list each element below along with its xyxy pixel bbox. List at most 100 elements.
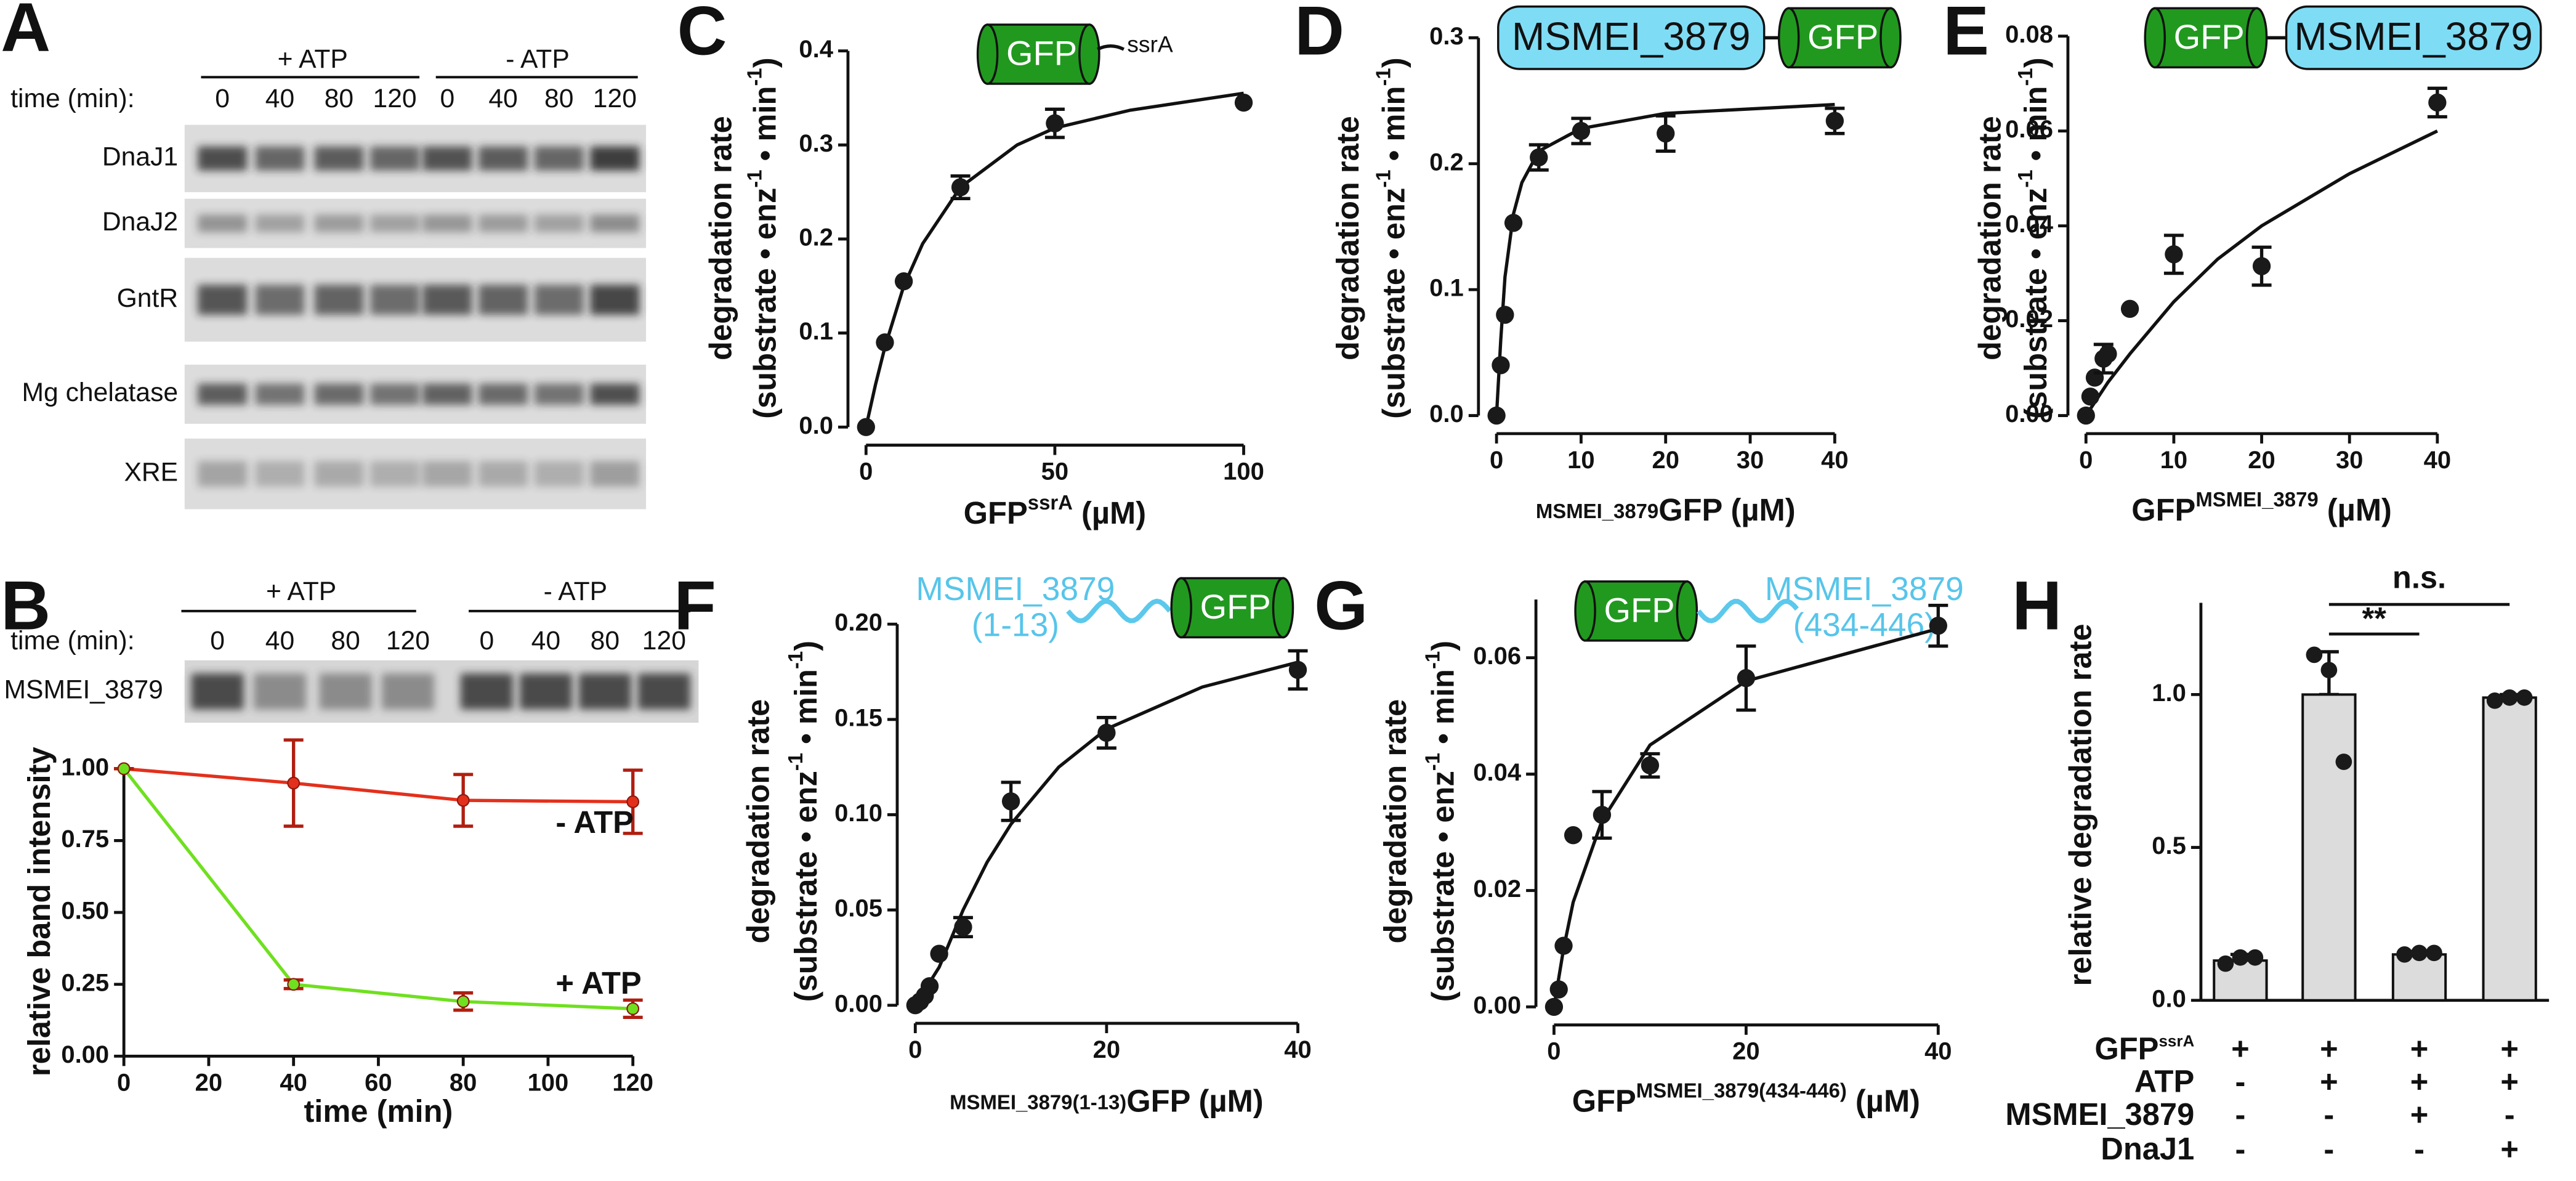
data-point	[951, 178, 970, 197]
condition-label: - ATP	[506, 44, 569, 74]
label-part: (substrate • enz	[2018, 188, 2053, 419]
replicate-point	[2411, 944, 2428, 962]
construct-label: (434-446)	[1793, 607, 1936, 644]
label-part: GFP (µM)	[1658, 492, 1795, 527]
panel-letter: G	[1314, 567, 1368, 644]
gel-band	[590, 461, 640, 487]
data-point	[1549, 980, 1568, 999]
gel-band	[198, 383, 248, 405]
label-part: (µM)	[2319, 492, 2392, 527]
label-part: degradation rate	[703, 116, 738, 360]
time-value: 0	[215, 84, 230, 113]
y-tick-label: 0.04	[2005, 211, 2054, 238]
condition-sign: +	[2410, 1064, 2429, 1099]
gfp-cylinder-end	[2144, 7, 2166, 69]
time-value: 40	[265, 626, 294, 655]
y-tick-label: 0.05	[834, 895, 882, 922]
y-axis-label: degradation rate	[1378, 699, 1413, 944]
gel-row-label: GntR	[117, 283, 179, 313]
data-point	[1572, 121, 1591, 140]
label-part: • min	[1426, 669, 1461, 753]
gel-band	[590, 383, 640, 405]
label-part: ssrA	[2158, 1031, 2194, 1050]
y-axis-label: (substrate • enz-1 • min-1)	[2014, 57, 2053, 418]
condition-sign: +	[2410, 1031, 2429, 1066]
condition-sign: +	[2231, 1031, 2250, 1066]
gel-band	[534, 214, 584, 233]
y-tick-label: 1.00	[61, 753, 109, 781]
gel-band	[478, 146, 528, 171]
label-part: (substrate • enz	[748, 188, 783, 419]
gel-band	[253, 673, 307, 710]
data-point	[1530, 148, 1548, 167]
gel-band	[422, 285, 472, 315]
bar	[2482, 696, 2537, 1002]
gel-band	[314, 461, 364, 487]
y-axis-label: (substrate • enz-1 • min-1)	[1421, 641, 1461, 1002]
condition-sign: +	[2500, 1031, 2519, 1066]
label-part: -1	[743, 68, 766, 86]
gel-band	[478, 214, 528, 233]
marker	[117, 762, 131, 776]
label: MSMEI_3879	[2005, 1097, 2194, 1132]
label-part: • min	[1376, 86, 1411, 170]
y-tick-label: 0.2	[799, 224, 833, 251]
label-part: • min	[788, 669, 823, 753]
data-point	[857, 418, 875, 436]
gel-row-label: Mg chelatase	[22, 378, 179, 407]
condition-sign: -	[2235, 1064, 2245, 1099]
condition-sign: +	[2320, 1064, 2338, 1099]
gfp-cylinder-end	[1078, 23, 1100, 85]
x-axis-label: GFPMSMEI_3879 (µM)	[2131, 488, 2392, 527]
x-tick-label: 100	[528, 1069, 569, 1096]
x-tick-label: 50	[1041, 458, 1068, 485]
x-tick-label: 20	[1093, 1036, 1120, 1063]
data-point	[876, 333, 894, 352]
time-value: 80	[591, 626, 620, 655]
label-part: (substrate • enz	[1426, 771, 1461, 1002]
y-tick-label: 0.00	[834, 990, 882, 1017]
gel-band	[534, 383, 584, 405]
ssra-tail	[1097, 44, 1125, 51]
data-point	[1657, 124, 1675, 143]
gel-row-label: DnaJ1	[102, 142, 178, 172]
y-tick-label: 0.4	[799, 36, 833, 63]
gel-band	[590, 285, 640, 315]
x-axis-label: time (min)	[304, 1094, 453, 1129]
label-part: (µM)	[1073, 496, 1146, 531]
x-tick-label: 20	[195, 1069, 222, 1096]
marker	[287, 978, 301, 991]
time-value: 80	[325, 84, 353, 113]
label-part: (substrate • enz	[788, 771, 823, 1002]
x-tick-label: 40	[2424, 447, 2451, 474]
gel-band	[422, 214, 472, 233]
gel-band	[198, 146, 248, 171]
x-tick-label: 30	[2336, 447, 2363, 474]
gel-band	[578, 673, 632, 710]
x-tick-label: 40	[1821, 447, 1848, 474]
data-point	[2120, 299, 2139, 318]
data-point	[954, 918, 972, 936]
label-part: DnaJ1	[2101, 1131, 2194, 1166]
data-point	[1234, 93, 1253, 112]
x-tick-label: 60	[365, 1069, 392, 1096]
label-part: ssrA	[1028, 491, 1073, 514]
data-point	[1737, 669, 1756, 688]
gel-band	[314, 383, 364, 405]
gel-band	[534, 461, 584, 487]
label-part: -1	[784, 753, 807, 771]
label-part: -1	[1372, 68, 1395, 86]
y-tick-label: 0.25	[61, 969, 109, 996]
y-axis-label: degradation rate	[703, 116, 738, 360]
x-tick-label: 0	[908, 1036, 922, 1063]
construct-label: ssrA	[1127, 31, 1173, 57]
series-label: - ATP	[555, 805, 634, 840]
y-axis-label: (substrate • enz-1 • min-1)	[1372, 57, 1411, 418]
y-tick-label: 0.1	[799, 318, 833, 345]
condition-sign: +	[2410, 1097, 2429, 1132]
label-part: ATP	[2134, 1064, 2195, 1099]
gel-row-label: DnaJ2	[102, 207, 178, 237]
time-value: 120	[386, 626, 430, 655]
series-line	[123, 767, 633, 804]
